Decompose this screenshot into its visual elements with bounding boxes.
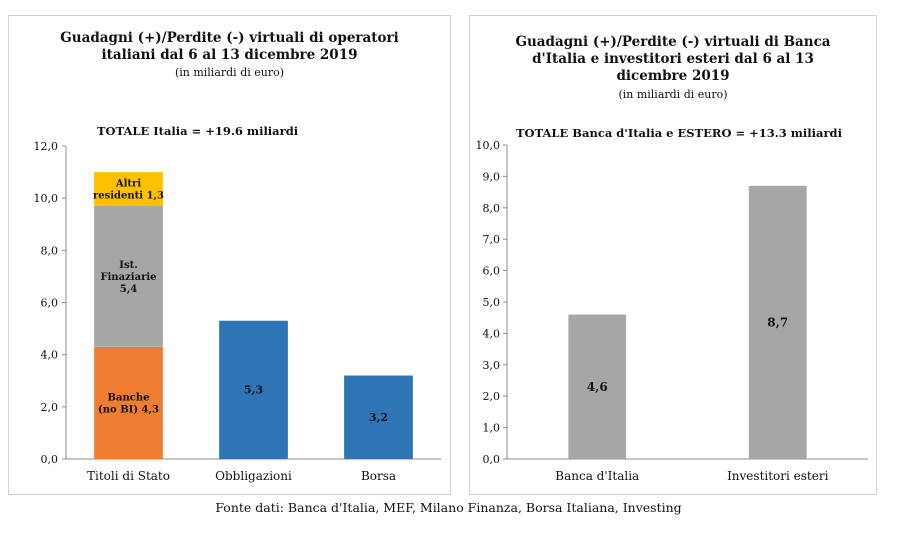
chart-panel-bank-and-foreign: Guadagni (+)/Perdite (-) virtuali di Ban… bbox=[469, 15, 877, 495]
data-label-line: Altri bbox=[115, 179, 141, 190]
y-tick-label: 0,0 bbox=[41, 453, 59, 466]
chart-total-label: TOTALE Italia = +19.6 miliardi bbox=[97, 124, 299, 138]
y-tick-label: 7,0 bbox=[483, 233, 501, 246]
y-tick-label: 5,0 bbox=[483, 296, 501, 309]
data-label-line: residenti 1,3 bbox=[93, 191, 164, 202]
x-tick-label: Borsa bbox=[361, 469, 396, 483]
y-tick-label: 8,0 bbox=[483, 202, 501, 215]
y-tick-label: 4,0 bbox=[41, 349, 59, 362]
bar-segment bbox=[94, 205, 163, 347]
bar-segment bbox=[344, 375, 413, 459]
data-label-line: (no BI) 4,3 bbox=[98, 404, 159, 415]
x-tick-label: Obbligazioni bbox=[215, 469, 292, 483]
data-label-line: Finaziarie bbox=[100, 272, 156, 283]
data-label-line: Banche bbox=[108, 392, 150, 403]
y-tick-label: 2,0 bbox=[41, 401, 59, 414]
data-label-line: 4,6 bbox=[587, 380, 608, 394]
data-label-line: 8,7 bbox=[767, 316, 788, 330]
chart-total-label: TOTALE Banca d'Italia e ESTERO = +13.3 m… bbox=[516, 126, 842, 140]
chart-subtitle: (in miliardi di euro) bbox=[174, 66, 285, 79]
data-label: Banche (no BI) 4,3 bbox=[98, 392, 159, 415]
chart-title-line-3: dicembre 2019 bbox=[616, 68, 730, 84]
bar-segment bbox=[94, 172, 163, 206]
y-tick-label: 10,0 bbox=[34, 192, 59, 205]
y-tick-label: 4,0 bbox=[483, 327, 501, 340]
bar-chart-right: 0,0 1,0 2,0 3,0 4,0 5,0 6,0 7,0 8,0 9,0 10,0 4,6 Ban… bbox=[476, 139, 868, 483]
chart-subtitle: (in miliardi di euro) bbox=[618, 88, 728, 101]
data-label-line: 3,2 bbox=[369, 411, 388, 424]
y-tick-label: 0,0 bbox=[483, 453, 501, 466]
chart-panel-italian-operators: Guadagni (+)/Perdite (-) virtuali di ope… bbox=[8, 15, 451, 495]
y-tick-label: 9,0 bbox=[483, 170, 501, 183]
y-tick-label: 2,0 bbox=[483, 390, 501, 403]
x-tick-label: Investitori esteri bbox=[727, 469, 829, 483]
y-tick-label: 8,0 bbox=[41, 244, 59, 257]
chart-title-line-2: italiani dal 6 al 13 dicembre 2019 bbox=[101, 47, 358, 63]
x-tick-label: Titoli di Stato bbox=[87, 469, 170, 483]
data-label: Ist. Finaziarie 5,4 bbox=[100, 260, 156, 295]
y-tick-label: 3,0 bbox=[483, 359, 501, 372]
bar-segment bbox=[94, 346, 163, 459]
chart-title-line-1: Guadagni (+)/Perdite (-) virtuali di ope… bbox=[60, 30, 399, 46]
bar-chart-left: 0,0 2,0 4,0 6,0 8,0 10,0 12,0 Banche (no BI) 4,3… bbox=[34, 140, 441, 483]
bar-segment bbox=[219, 320, 288, 459]
data-label-line: 5,3 bbox=[244, 384, 263, 397]
chart-title-line-1: Guadagni (+)/Perdite (-) virtuali di Ban… bbox=[515, 34, 831, 50]
chart-title-line-2: d'Italia e investitori esteri dal 6 al 1… bbox=[532, 51, 814, 67]
data-label: 3,2 bbox=[369, 411, 388, 424]
data-label: 8,7 bbox=[767, 316, 788, 330]
data-label: 4,6 bbox=[587, 380, 608, 394]
y-tick-label: 10,0 bbox=[476, 139, 501, 152]
data-label: Altri residenti 1,3 bbox=[93, 179, 164, 202]
data-label-line: 5,4 bbox=[120, 284, 137, 295]
y-tick-label: 6,0 bbox=[483, 265, 501, 278]
y-tick-label: 1,0 bbox=[483, 422, 501, 435]
y-tick-label: 6,0 bbox=[41, 297, 59, 310]
bar bbox=[568, 314, 627, 459]
bar bbox=[748, 185, 807, 459]
x-tick-label: Banca d'Italia bbox=[555, 469, 639, 483]
y-tick-label: 12,0 bbox=[34, 140, 59, 153]
data-label: 5,3 bbox=[244, 384, 263, 397]
data-source-note: Fonte dati: Banca d'Italia, MEF, Milano … bbox=[215, 500, 682, 515]
data-label-line: Ist. bbox=[119, 260, 137, 271]
